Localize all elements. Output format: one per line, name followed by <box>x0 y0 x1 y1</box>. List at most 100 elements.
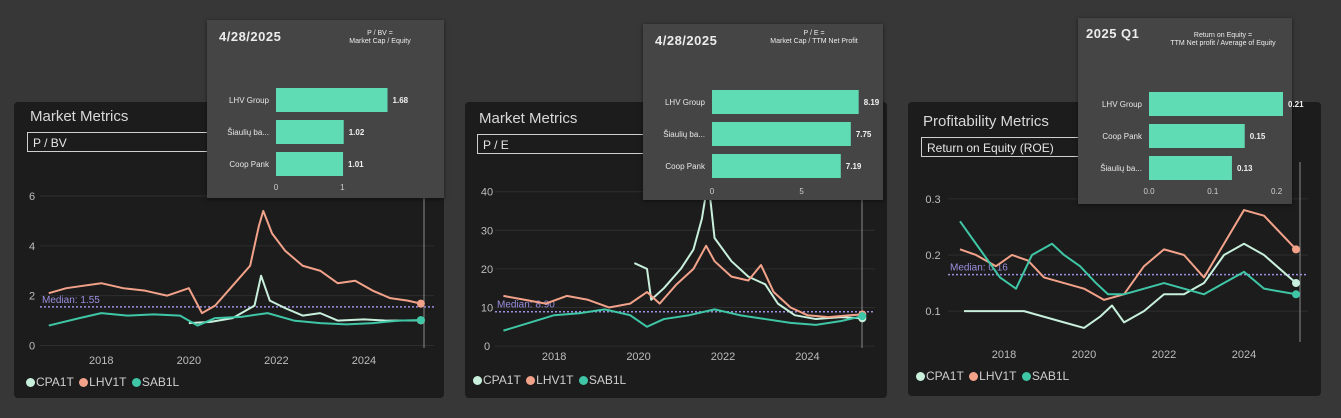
legend-label: LHV1T <box>89 375 127 389</box>
roe-tooltip: 2025 Q1 Return on Equity = TTM Net profi… <box>1078 18 1304 204</box>
panel-title: Market Metrics <box>30 108 129 125</box>
metric-dropdown[interactable]: P / BV <box>27 132 227 152</box>
bar-x-tick-label: 0.1 <box>1207 187 1219 196</box>
series-end-dot <box>1292 245 1300 254</box>
bar-value-label: 1.68 <box>393 96 409 105</box>
bar-category-label: Coop Pank <box>1102 132 1143 141</box>
series-end-dot <box>1292 290 1300 299</box>
series-end-dot <box>416 316 425 325</box>
bar-category-label: Šiaulių ba... <box>663 130 705 139</box>
x-tick-label: 2022 <box>1152 349 1176 361</box>
legend-dot-icon <box>79 378 89 387</box>
series-line-sab1l <box>959 220 1297 296</box>
chart-legend: CPA1T LHV1T SAB1L <box>26 375 181 389</box>
x-tick-label: 2024 <box>1232 349 1256 361</box>
y-tick-label: 40 <box>481 187 493 199</box>
legend-item-lhv1t[interactable]: LHV1T <box>969 369 1017 383</box>
bar <box>1149 124 1245 148</box>
y-tick-label: 0.3 <box>925 194 940 206</box>
bar-category-label: Šiaulių ba... <box>227 128 269 137</box>
bar-category-label: Coop Pank <box>665 162 706 171</box>
series-end-dot <box>858 312 867 321</box>
x-tick-label: 2018 <box>992 349 1016 361</box>
legend-label: SAB1L <box>588 373 627 387</box>
bar-x-tick-label: 0 <box>274 183 279 192</box>
legend-item-cpa1t[interactable]: CPA1T <box>26 375 74 389</box>
bar-x-tick-label: 0.0 <box>1143 187 1155 196</box>
x-tick-label: 2024 <box>352 355 376 367</box>
bar-x-tick-label: 0 <box>710 187 715 196</box>
bar-value-label: 7.75 <box>856 130 872 139</box>
legend-item-sab1l[interactable]: SAB1L <box>1021 369 1069 383</box>
bar-value-label: 0.21 <box>1288 100 1304 109</box>
legend-item-lhv1t[interactable]: LHV1T <box>526 373 574 387</box>
bar-category-label: LHV Group <box>665 98 706 107</box>
bar-value-label: 0.13 <box>1237 164 1253 173</box>
pe-tooltip: 4/28/2025 P / E = Market Cap / TTM Net P… <box>643 24 883 200</box>
legend-item-sab1l[interactable]: SAB1L <box>131 375 180 389</box>
tooltip-formula: Return on Equity = TTM Net profit / Aver… <box>1170 32 1276 47</box>
bar-x-tick-label: 0.2 <box>1271 187 1283 196</box>
legend-dot-icon <box>473 376 482 385</box>
legend-item-lhv1t[interactable]: LHV1T <box>79 375 127 389</box>
x-tick-label: 2022 <box>711 351 735 363</box>
chart-legend: CPA1T LHV1T SAB1L <box>473 373 628 387</box>
legend-dot-icon <box>131 378 141 387</box>
x-tick-label: 2020 <box>626 351 650 363</box>
series-line-sab1l <box>503 308 863 332</box>
x-tick-label: 2018 <box>89 355 113 367</box>
metric-dropdown[interactable]: Return on Equity (ROE) <box>921 137 1091 157</box>
roe-bar-chart: LHV Group 0.21 Coop Pank 0.15 Šiaulių ba... 0… <box>1100 92 1304 196</box>
x-tick-label: 2020 <box>177 355 201 367</box>
bar <box>276 88 388 112</box>
bar <box>276 152 344 176</box>
y-tick-label: 6 <box>29 191 35 203</box>
series-line-lhv1t <box>503 244 863 319</box>
metric-dropdown[interactable]: P / E <box>477 134 667 154</box>
bar <box>276 120 344 144</box>
y-tick-label: 0.1 <box>925 306 940 318</box>
tooltip-date: 4/28/2025 <box>655 33 718 48</box>
bar <box>712 90 859 114</box>
legend-label: SAB1L <box>141 375 180 389</box>
panel-title: Market Metrics <box>479 110 578 127</box>
series-line-cpa1t <box>188 274 421 325</box>
legend-dot-icon <box>526 376 536 385</box>
legend-dot-icon <box>1021 372 1031 381</box>
legend-item-sab1l[interactable]: SAB1L <box>578 373 627 387</box>
legend-dot-icon <box>916 372 925 381</box>
bar-x-tick-label: 1 <box>340 183 345 192</box>
legend-item-cpa1t[interactable]: CPA1T <box>916 369 964 383</box>
bar-value-label: 0.15 <box>1250 132 1266 141</box>
median-label: Median: 0.16 <box>950 263 1008 274</box>
bar-category-label: Šiaulių ba... <box>1100 164 1142 173</box>
legend-dot-icon <box>26 378 35 387</box>
series-line-cpa1t <box>633 179 863 321</box>
legend-dot-icon <box>969 372 979 381</box>
tooltip-date: 4/28/2025 <box>219 29 282 44</box>
bar-value-label: 8.19 <box>864 98 880 107</box>
roe-line-chart: 0.1 0.2 0.3 2018 2020 2022 2024 Median: 0.16 <box>925 162 1308 361</box>
bar-value-label: 1.02 <box>349 128 365 137</box>
legend-label: LHV1T <box>979 369 1017 383</box>
legend-item-cpa1t[interactable]: CPA1T <box>473 373 521 387</box>
bar-x-tick-label: 5 <box>799 187 804 196</box>
series-line-cpa1t <box>964 242 1297 329</box>
y-tick-label: 2 <box>29 291 35 303</box>
legend-label: CPA1T <box>926 369 964 383</box>
legend-label: LHV1T <box>536 373 574 387</box>
x-tick-label: 2020 <box>1072 349 1096 361</box>
x-tick-label: 2022 <box>264 355 288 367</box>
bar <box>1149 92 1283 116</box>
pbv-bar-chart: LHV Group 1.68 Šiaulių ba... 1.02 Coop Pank 1… <box>227 88 409 192</box>
legend-dot-icon <box>578 376 588 385</box>
median-label: Median: 1.55 <box>42 295 100 306</box>
pe-bar-chart: LHV Group 8.19 Šiaulių ba... 7.75 Coop Pank 7… <box>663 90 880 196</box>
pbv-tooltip: 4/28/2025 P / BV = Market Cap / Equity L… <box>207 20 444 198</box>
chart-legend: CPA1T LHV1T SAB1L <box>916 369 1071 383</box>
series-end-dot <box>416 299 425 308</box>
tooltip-formula: P / BV = Market Cap / Equity <box>349 30 411 45</box>
bar-category-label: LHV Group <box>1102 100 1143 109</box>
legend-label: CPA1T <box>483 373 521 387</box>
panel-title: Profitability Metrics <box>923 113 1049 130</box>
